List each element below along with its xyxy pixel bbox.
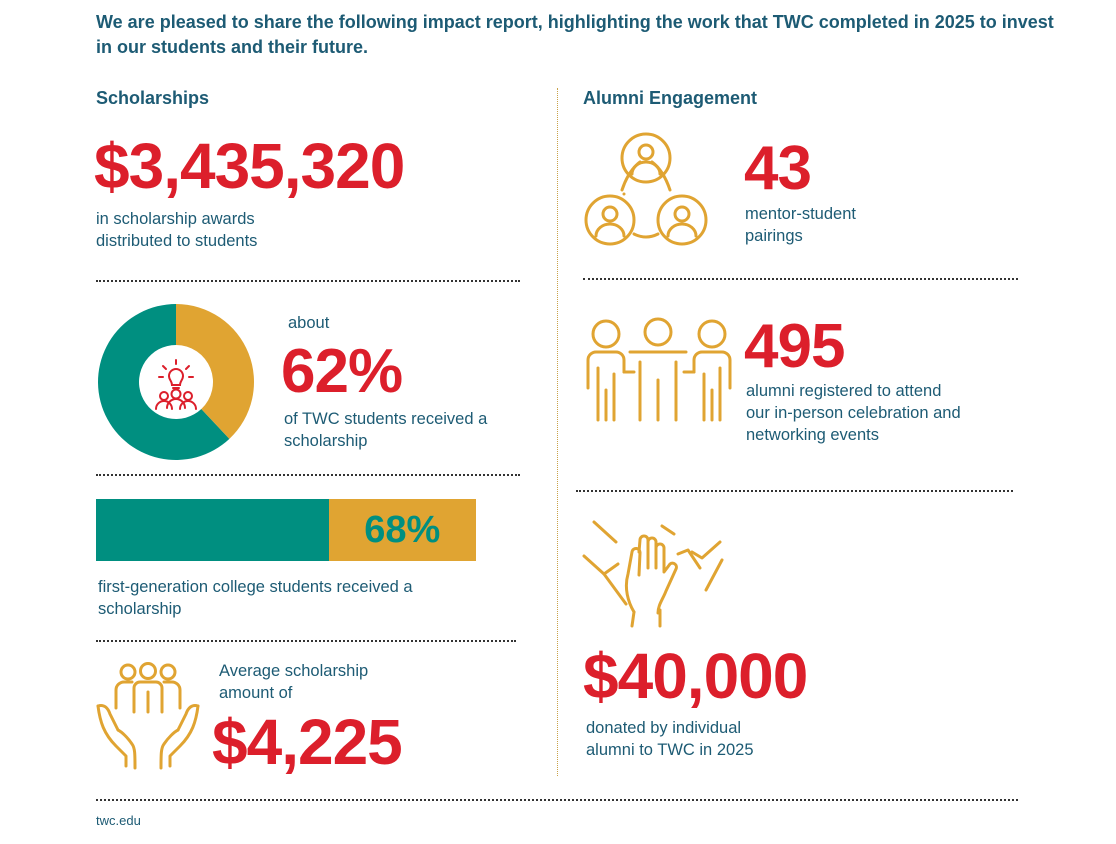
- donated-caption: donated by individual alumni to TWC in 2…: [586, 717, 754, 761]
- registered-caption: alumni registered to attend our in-perso…: [746, 380, 961, 446]
- first-gen-bar: 68%: [96, 499, 476, 561]
- mentor-network-icon: [584, 132, 708, 246]
- alumni-heading: Alumni Engagement: [583, 88, 758, 108]
- donated-amount: $40,000: [583, 640, 808, 712]
- intro-text: We are pleased to share the following im…: [96, 12, 1054, 57]
- donut-caption-line1: of TWC students received a: [284, 410, 488, 428]
- divider: [583, 278, 1018, 280]
- registered-caption-line2: our in-person celebration and: [746, 404, 961, 422]
- mentor-caption-line2: pairings: [745, 227, 803, 245]
- first-gen-caption-line1: first-generation college students receiv…: [98, 578, 413, 596]
- scholarship-total-amount: $3,435,320: [94, 130, 405, 202]
- donut-segment-recipients: [97, 304, 230, 460]
- mentor-caption: mentor-student pairings: [745, 203, 856, 247]
- first-gen-percent: 68%: [364, 508, 441, 551]
- divider: [96, 474, 520, 476]
- divider: [576, 490, 1013, 492]
- mentor-caption-line1: mentor-student: [745, 205, 856, 223]
- average-amount: $4,225: [212, 706, 403, 778]
- first-gen-bar-fill: [96, 499, 329, 561]
- lightbulb-people-icon: [155, 359, 197, 410]
- donut-segment-non-recipients: [176, 304, 254, 439]
- first-gen-caption: first-generation college students receiv…: [98, 576, 413, 620]
- divider: [96, 280, 520, 282]
- donut-caption: of TWC students received a scholarship: [284, 408, 487, 452]
- column-divider: [557, 88, 558, 776]
- raised-hands-icon: [582, 520, 724, 628]
- registered-caption-line1: alumni registered to attend: [746, 382, 942, 400]
- donated-caption-line1: donated by individual: [586, 719, 742, 737]
- registered-count: 495: [744, 312, 845, 381]
- scholarship-total-caption-line1: in scholarship awards: [96, 210, 255, 228]
- average-caption-line2: amount of: [219, 684, 293, 702]
- average-caption: Average scholarship amount of: [219, 660, 368, 704]
- donut-prefix: about: [288, 314, 330, 332]
- first-gen-bar-remainder: 68%: [328, 499, 476, 561]
- hands-holding-people-icon: [96, 662, 200, 770]
- footer-divider: [96, 799, 1018, 801]
- scholarships-heading: Scholarships: [96, 88, 210, 108]
- mentor-count: 43: [744, 134, 812, 203]
- average-caption-line1: Average scholarship: [219, 662, 369, 680]
- donated-caption-line2: alumni to TWC in 2025: [586, 741, 754, 759]
- scholarship-total-caption: in scholarship awards distributed to stu…: [96, 208, 257, 252]
- scholarship-total-caption-line2: distributed to students: [96, 232, 258, 250]
- divider: [96, 640, 516, 642]
- donut-caption-line2: scholarship: [284, 432, 368, 450]
- alumni-group-icon: [586, 317, 732, 422]
- first-gen-caption-line2: scholarship: [98, 600, 182, 618]
- donut-percent: 62%: [281, 337, 403, 406]
- footer-url[interactable]: twc.edu: [96, 813, 141, 828]
- scholarship-donut-chart: [97, 304, 254, 460]
- registered-caption-line3: networking events: [746, 426, 879, 444]
